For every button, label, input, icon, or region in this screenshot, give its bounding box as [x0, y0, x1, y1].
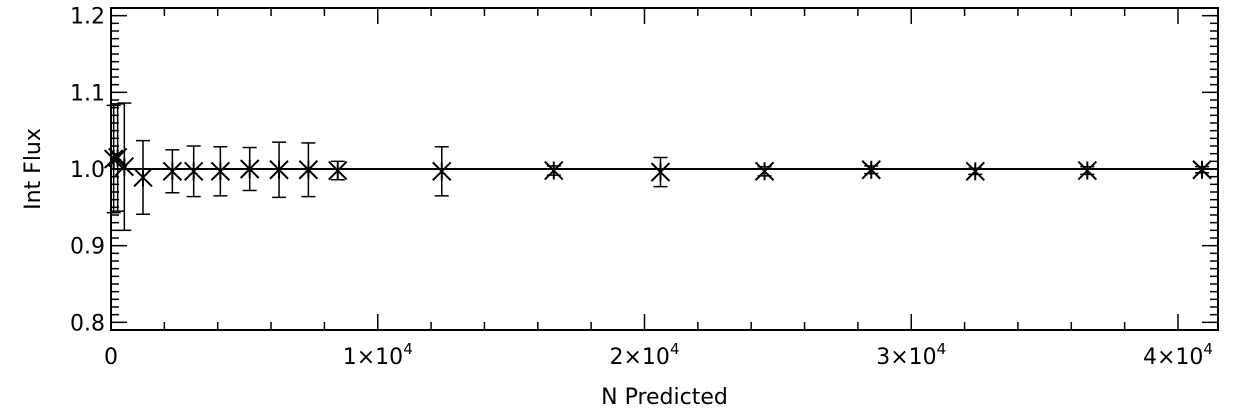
asterisk-marker: [298, 160, 319, 180]
data-point: [965, 161, 985, 182]
data-point: [114, 102, 135, 232]
y-tick-label: 1.2: [70, 5, 105, 30]
data-point: [183, 145, 204, 198]
data-point: [432, 146, 452, 197]
asterisk-marker: [544, 160, 564, 181]
data-point: [1192, 160, 1212, 180]
asterisk-marker: [183, 161, 204, 182]
y-tick-label: 0.9: [70, 235, 105, 260]
asterisk-marker: [240, 159, 260, 179]
x-axis-title: N Predicted: [601, 385, 728, 410]
data-point: [298, 142, 319, 198]
asterisk-marker: [210, 161, 231, 182]
asterisk-marker: [1192, 160, 1212, 180]
data-point: [650, 156, 671, 188]
data-point: [103, 104, 124, 214]
data-point: [328, 160, 348, 181]
data-point: [269, 141, 289, 199]
x-tick-label: 3×104: [876, 340, 946, 370]
y-tick-label: 0.8: [70, 311, 105, 336]
y-tick-label: 1.1: [70, 81, 105, 106]
data-point: [162, 149, 183, 194]
data-point: [1077, 160, 1098, 181]
asterisk-marker: [162, 161, 183, 182]
y-axis-title: Int Flux: [21, 128, 46, 210]
data-point: [754, 161, 775, 182]
x-tick-label: 4×104: [1143, 340, 1213, 370]
asterisk-marker: [114, 156, 135, 177]
asterisk-marker: [861, 160, 881, 180]
data-point: [210, 146, 231, 197]
data-point: [861, 160, 881, 180]
asterisk-marker: [965, 161, 985, 182]
asterisk-marker: [269, 160, 289, 180]
data-point: [133, 139, 153, 215]
data-point: [544, 160, 564, 181]
data-point: [240, 146, 260, 192]
asterisk-marker: [754, 161, 775, 182]
x-tick-label: 0: [104, 345, 118, 370]
asterisk-marker: [133, 167, 153, 188]
asterisk-marker: [1077, 160, 1098, 181]
y-tick-label: 1.0: [70, 158, 105, 183]
x-tick-label: 2×104: [610, 340, 680, 370]
asterisk-marker: [328, 160, 348, 181]
x-tick-label: 1×104: [343, 340, 413, 370]
asterisk-marker: [650, 162, 671, 182]
asterisk-marker: [432, 161, 452, 182]
